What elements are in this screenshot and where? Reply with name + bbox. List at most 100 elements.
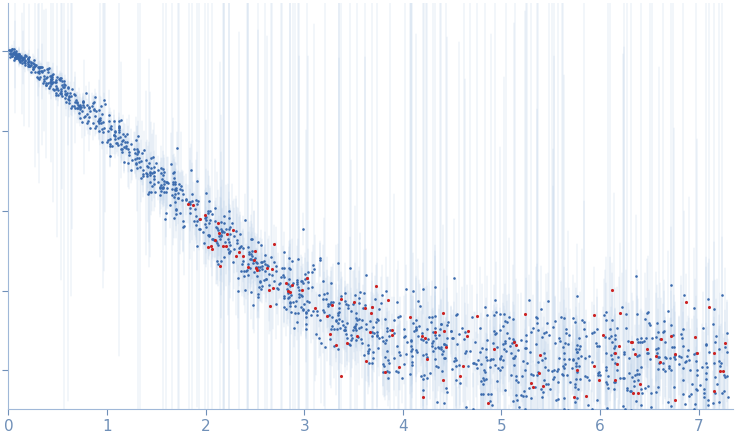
Point: [528, 384, 540, 391]
Point: [484, 398, 496, 405]
Point: [25, 60, 37, 67]
Point: [538, 377, 550, 384]
Point: [662, 308, 674, 315]
Point: [50, 82, 62, 89]
Point: [551, 368, 562, 375]
Point: [523, 297, 535, 304]
Point: [71, 104, 82, 111]
Point: [315, 339, 327, 346]
Point: [585, 430, 597, 437]
Point: [508, 337, 520, 344]
Point: [44, 78, 56, 85]
Point: [380, 336, 392, 343]
Point: [416, 332, 428, 339]
Point: [583, 376, 595, 383]
Point: [694, 382, 706, 388]
Point: [130, 156, 141, 163]
Point: [478, 367, 489, 374]
Point: [327, 298, 339, 305]
Point: [44, 72, 56, 79]
Point: [632, 389, 644, 396]
Point: [16, 54, 28, 61]
Point: [414, 323, 425, 329]
Point: [464, 348, 476, 355]
Point: [12, 54, 24, 61]
Point: [266, 271, 278, 278]
Point: [283, 293, 295, 300]
Point: [9, 49, 21, 56]
Point: [718, 374, 730, 381]
Point: [184, 198, 196, 205]
Point: [106, 142, 118, 149]
Point: [715, 363, 726, 370]
Point: [293, 293, 305, 300]
Point: [10, 47, 22, 54]
Point: [66, 102, 78, 109]
Point: [512, 397, 523, 404]
Point: [280, 305, 291, 312]
Point: [191, 201, 203, 208]
Point: [167, 180, 179, 187]
Point: [211, 257, 223, 264]
Point: [102, 111, 114, 118]
Point: [509, 338, 520, 345]
Point: [650, 421, 662, 428]
Point: [194, 215, 205, 222]
Point: [499, 318, 511, 325]
Point: [29, 62, 40, 69]
Point: [373, 335, 385, 342]
Point: [7, 45, 18, 52]
Point: [36, 68, 48, 75]
Point: [538, 349, 550, 356]
Point: [212, 241, 224, 248]
Point: [324, 330, 336, 337]
Point: [545, 385, 556, 392]
Point: [412, 333, 424, 340]
Point: [652, 344, 664, 351]
Point: [109, 135, 121, 142]
Point: [29, 63, 41, 70]
Point: [93, 115, 105, 122]
Point: [451, 311, 463, 318]
Point: [19, 62, 31, 69]
Point: [171, 189, 183, 196]
Point: [690, 408, 701, 415]
Point: [542, 381, 553, 388]
Point: [241, 268, 252, 275]
Point: [74, 106, 86, 113]
Point: [420, 334, 431, 341]
Point: [259, 267, 271, 274]
Point: [477, 380, 489, 387]
Point: [350, 327, 362, 334]
Point: [408, 327, 420, 334]
Point: [454, 373, 466, 380]
Point: [10, 53, 21, 60]
Point: [63, 92, 75, 99]
Point: [71, 98, 83, 105]
Point: [297, 279, 309, 286]
Point: [16, 55, 28, 62]
Point: [35, 63, 47, 70]
Point: [489, 312, 500, 319]
Point: [222, 235, 234, 242]
Point: [673, 352, 685, 359]
Point: [411, 326, 422, 333]
Point: [678, 343, 690, 350]
Point: [510, 377, 522, 384]
Point: [620, 325, 631, 332]
Point: [13, 51, 25, 58]
Point: [398, 325, 410, 332]
Point: [333, 259, 344, 266]
Point: [441, 321, 453, 328]
Point: [339, 326, 351, 333]
Point: [22, 60, 34, 67]
Point: [109, 127, 121, 134]
Point: [697, 412, 709, 419]
Point: [552, 378, 564, 385]
Point: [295, 277, 307, 284]
Point: [509, 352, 521, 359]
Point: [278, 265, 290, 272]
Point: [446, 335, 458, 342]
Point: [284, 303, 296, 310]
Point: [347, 300, 359, 307]
